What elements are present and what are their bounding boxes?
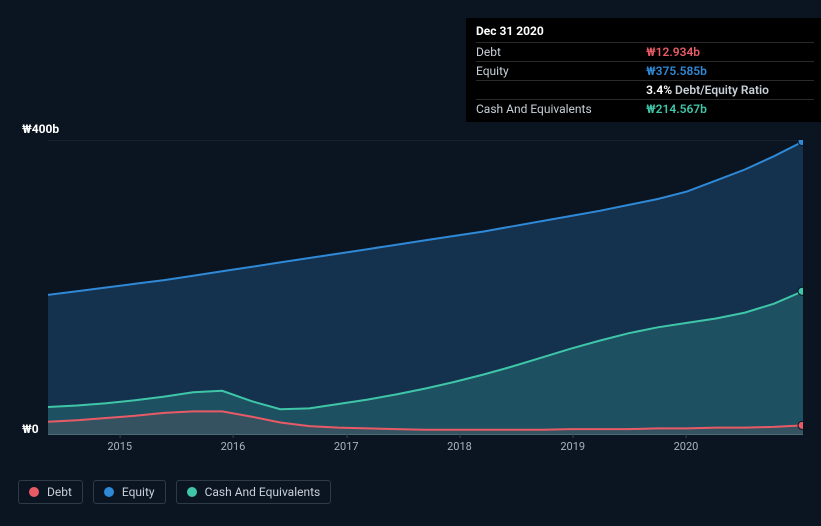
x-tick-label: 2020 [674, 440, 699, 453]
legend-item-label: Debt [47, 485, 72, 499]
tooltip-date: Dec 31 2020 [476, 24, 814, 42]
area-chart[interactable] [48, 140, 803, 435]
legend-item-label: Cash And Equivalents [205, 485, 321, 499]
x-tick: 2018 [447, 440, 472, 453]
tooltip-row-label: Cash And Equivalents [476, 100, 630, 119]
tooltip-row-label: Debt [476, 43, 630, 62]
tooltip-row-append: Debt/Equity Ratio [672, 83, 769, 97]
tooltip-row: Cash And Equivalents₩214.567b [476, 100, 814, 119]
legend-item[interactable]: Equity [93, 480, 166, 504]
tooltip-row-value: ₩375.585b [630, 62, 814, 81]
tooltip-row: Equity₩375.585b [476, 62, 814, 81]
legend-item[interactable]: Debt [18, 480, 83, 504]
x-tick-label: 2016 [221, 440, 246, 453]
chart-tooltip: Dec 31 2020 Debt₩12.934bEquity₩375.585b3… [466, 18, 821, 122]
legend-dot-icon [29, 487, 39, 497]
legend-item-label: Equity [122, 485, 155, 499]
y-axis-label-top: ₩400b [22, 122, 59, 136]
legend-item[interactable]: Cash And Equivalents [176, 480, 332, 504]
tooltip-row-value: 3.4% Debt/Equity Ratio [630, 81, 814, 100]
legend-dot-icon [187, 487, 197, 497]
tooltip-row-label [476, 81, 630, 100]
x-tick: 2019 [560, 440, 585, 453]
x-tick-label: 2015 [107, 440, 132, 453]
x-tick: 2017 [334, 440, 359, 453]
chart-legend: Debt Equity Cash And Equivalents [18, 480, 331, 504]
tooltip-row: Debt₩12.934b [476, 43, 814, 62]
x-tick: 2015 [107, 440, 132, 453]
y-axis-label-bottom: ₩0 [22, 422, 39, 436]
x-tick-label: 2018 [447, 440, 472, 453]
legend-dot-icon [104, 487, 114, 497]
x-tick: 2020 [674, 440, 699, 453]
tooltip-table: Debt₩12.934bEquity₩375.585b3.4% Debt/Equ… [476, 42, 814, 118]
tooltip-row-value: ₩214.567b [630, 100, 814, 119]
x-tick-label: 2017 [334, 440, 359, 453]
tooltip-row-label: Equity [476, 62, 630, 81]
x-tick: 2016 [221, 440, 246, 453]
tooltip-row: 3.4% Debt/Equity Ratio [476, 81, 814, 100]
x-tick-label: 2019 [560, 440, 585, 453]
tooltip-row-value: ₩12.934b [630, 43, 814, 62]
